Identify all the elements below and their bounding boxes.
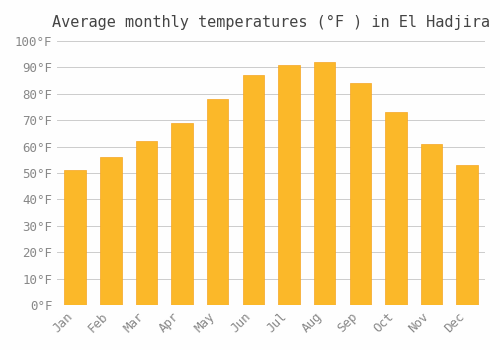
Title: Average monthly temperatures (°F ) in El Hadjira: Average monthly temperatures (°F ) in El… [52, 15, 490, 30]
Bar [64, 170, 86, 305]
Bar [100, 157, 122, 305]
Bar [421, 144, 442, 305]
Bar [350, 83, 371, 305]
Bar [278, 65, 299, 305]
Bar [456, 165, 478, 305]
Bar [314, 62, 336, 305]
Bar [242, 75, 264, 305]
Bar [207, 99, 229, 305]
Bar [385, 112, 406, 305]
Bar [172, 123, 193, 305]
Bar [136, 141, 157, 305]
